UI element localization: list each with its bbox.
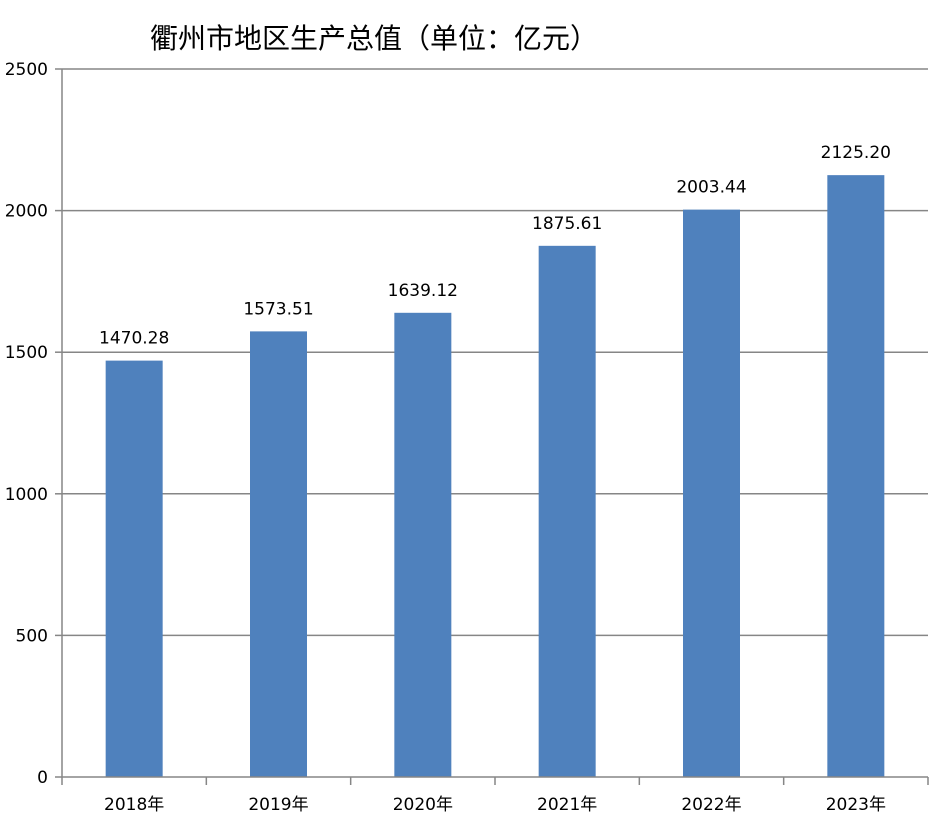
- data-label: 1639.12: [388, 281, 458, 301]
- bar: [683, 209, 740, 777]
- x-tick-label: 2021年: [537, 795, 597, 815]
- data-label: 2003.44: [676, 178, 746, 198]
- y-tick-label: 2000: [5, 202, 48, 222]
- x-tick-label: 2020年: [393, 795, 453, 815]
- bar: [394, 312, 452, 777]
- bar: [538, 245, 596, 777]
- x-tick-label: 2022年: [681, 795, 741, 815]
- gridlines: [62, 68, 928, 637]
- y-axis-tick-labels: 0 500 1000 1500 2000 2500: [5, 60, 48, 788]
- y-tick-label: 1000: [5, 485, 48, 505]
- chart-title: 衢州市地区生产总值（单位：亿元）: [150, 22, 598, 55]
- bar: [105, 360, 163, 777]
- y-tick-label: 500: [16, 626, 48, 646]
- bar-series: [105, 175, 885, 777]
- x-tick-label: 2018年: [104, 795, 164, 815]
- data-label: 1875.61: [532, 214, 602, 234]
- x-axis-tick-labels: 2018年 2019年 2020年 2021年 2022年 2023年: [104, 795, 886, 815]
- x-tick-label: 2019年: [248, 795, 308, 815]
- bar: [827, 175, 885, 777]
- y-tick-label: 1500: [5, 343, 48, 363]
- y-tick-label: 0: [37, 768, 48, 788]
- data-label: 1573.51: [243, 299, 313, 319]
- data-label: 1470.28: [99, 329, 169, 349]
- x-tick-label: 2023年: [826, 795, 886, 815]
- data-labels: 1470.28 1573.51 1639.12 1875.61 2003.44 2125.…: [99, 143, 891, 348]
- bar: [250, 331, 307, 777]
- y-tick-label: 2500: [5, 60, 48, 80]
- axes: [55, 68, 929, 785]
- data-label: 2125.20: [821, 143, 891, 163]
